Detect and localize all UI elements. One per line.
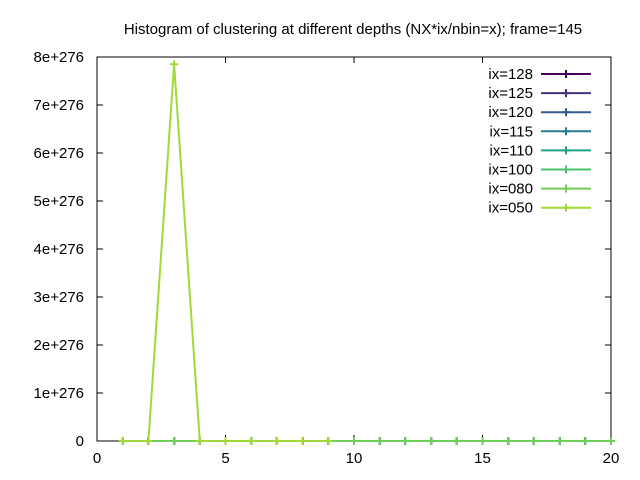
y-tick-label: 1e+276 xyxy=(34,385,84,402)
series-line xyxy=(122,64,329,442)
y-tick-label: 5e+276 xyxy=(34,193,84,210)
legend-entry: ix=125 xyxy=(488,85,591,102)
legend-label: ix=100 xyxy=(488,162,533,179)
data-point xyxy=(452,437,461,445)
legend-entry: ix=120 xyxy=(488,104,591,121)
y-tick-label: 4e+276 xyxy=(34,241,84,258)
x-tick-label: 15 xyxy=(474,450,491,467)
y-tick-label: 8e+276 xyxy=(34,49,84,66)
data-point xyxy=(375,437,384,445)
x-tick-label: 20 xyxy=(603,450,620,467)
legend-label: ix=050 xyxy=(488,200,533,217)
data-point xyxy=(504,437,513,445)
data-point xyxy=(272,437,281,445)
chart-title: Histogram of clustering at different dep… xyxy=(124,21,582,38)
y-tick-label: 0 xyxy=(76,433,84,450)
data-point xyxy=(298,437,307,445)
data-point xyxy=(324,437,333,445)
y-tick-label: 6e+276 xyxy=(34,145,84,162)
legend-entry: ix=128 xyxy=(488,66,591,83)
x-tick-label: 5 xyxy=(221,450,229,467)
data-point xyxy=(170,60,179,69)
data-point xyxy=(555,437,564,445)
data-point xyxy=(607,437,615,445)
data-point xyxy=(247,437,256,445)
legend-entry: ix=050 xyxy=(488,200,591,217)
legend-entry: ix=110 xyxy=(489,142,591,159)
data-point xyxy=(478,437,487,445)
data-point xyxy=(118,437,127,445)
data-point xyxy=(221,437,230,445)
data-point xyxy=(170,437,179,445)
legend-label: ix=120 xyxy=(488,104,533,121)
legend-label: ix=128 xyxy=(488,66,533,83)
series-ix-080 xyxy=(118,437,615,445)
data-point xyxy=(581,437,590,445)
data-point xyxy=(529,437,538,445)
data-point xyxy=(195,437,204,445)
data-point xyxy=(350,437,358,445)
plot-border xyxy=(96,56,612,442)
data-point xyxy=(144,437,153,445)
legend-label: ix=080 xyxy=(488,181,533,198)
legend-label: ix=125 xyxy=(488,85,533,102)
legend: ix=128 ix=125 ix=120 ix=115 ix=110 ix=100 ix=0… xyxy=(488,66,591,217)
legend-entry: ix=080 xyxy=(488,181,591,198)
x-tick-label: 10 xyxy=(346,450,363,467)
y-tick-label: 7e+276 xyxy=(34,97,84,114)
plot-lines xyxy=(118,60,615,445)
x-tick-label: 0 xyxy=(93,450,101,467)
series-ix-050 xyxy=(118,60,333,445)
legend-label: ix=110 xyxy=(489,142,533,159)
axes: 0 5 10 15 20 0 1e+276 2e+276 3e+276 4e+276 5e+276 6… xyxy=(34,49,620,467)
y-tick-label: 3e+276 xyxy=(34,289,84,306)
y-tick-label: 2e+276 xyxy=(34,337,84,354)
legend-entry: ix=115 xyxy=(489,123,591,140)
data-point xyxy=(427,437,436,445)
data-point xyxy=(401,437,410,445)
legend-label: ix=115 xyxy=(489,123,533,140)
legend-entry: ix=100 xyxy=(488,162,591,179)
